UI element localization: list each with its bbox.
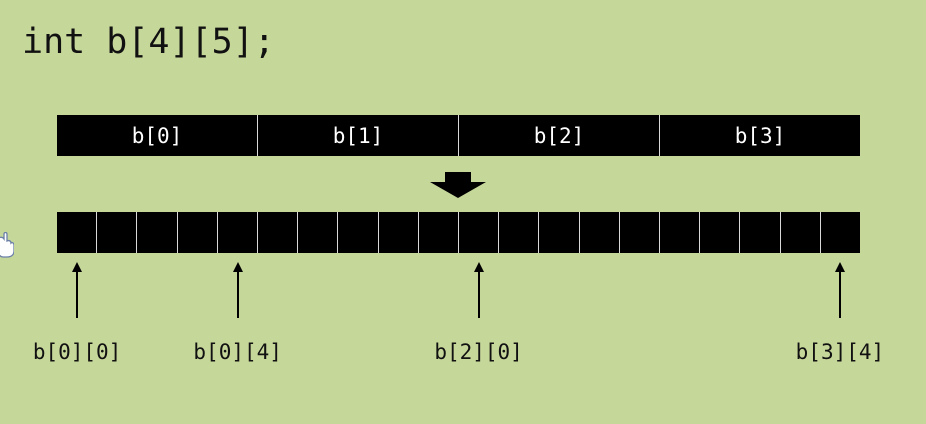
memory-cell [459, 212, 500, 253]
row-b2: b[2] [459, 115, 660, 156]
memory-cell [580, 212, 620, 253]
memory-cell [700, 212, 741, 253]
pointer-label: b[3][4] [795, 340, 885, 364]
memory-cell [298, 212, 339, 253]
memory-cell [258, 212, 299, 253]
declaration-text: int b[4][5]; [22, 22, 275, 62]
down-arrow-icon [430, 172, 486, 198]
memory-cell [499, 212, 540, 253]
pointer-label: b[2][0] [434, 340, 523, 364]
up-arrow-icon [834, 262, 845, 318]
memory-cell [781, 212, 821, 253]
up-arrow-icon [473, 262, 484, 318]
pointer-label: b[0][0] [32, 340, 122, 364]
memory-cells [57, 212, 860, 253]
up-arrow-icon [72, 262, 83, 318]
memory-cell [178, 212, 218, 253]
memory-cell [419, 212, 460, 253]
memory-cell [57, 212, 98, 253]
pointer-label: b[0][4] [193, 340, 282, 364]
up-arrow-icon [232, 262, 243, 318]
memory-cell [660, 212, 701, 253]
row-bar: b[0] b[1] b[2] b[3] [57, 115, 860, 156]
memory-cell [218, 212, 259, 253]
row-b1: b[1] [258, 115, 459, 156]
memory-cell [539, 212, 580, 253]
memory-cell [97, 212, 138, 253]
memory-cell [620, 212, 661, 253]
memory-cell [821, 212, 860, 253]
memory-cell [379, 212, 419, 253]
memory-cell [137, 212, 178, 253]
row-b3: b[3] [734, 123, 786, 148]
memory-cell [338, 212, 379, 253]
memory-cell [740, 212, 781, 253]
mouse-cursor-icon [0, 232, 14, 258]
row-b0: b[0] [57, 115, 258, 156]
